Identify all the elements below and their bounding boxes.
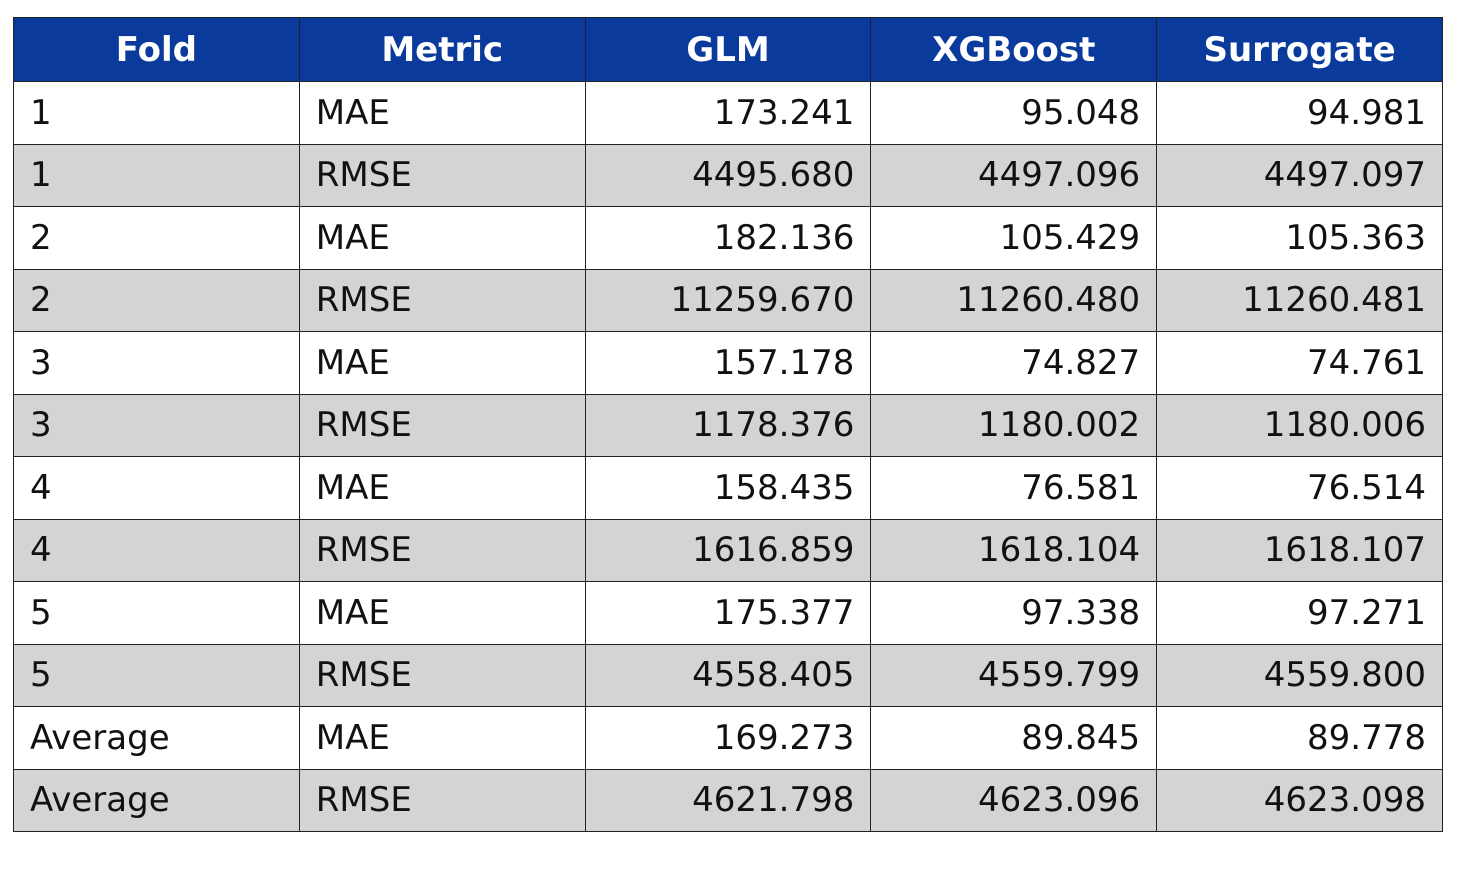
table-cell: 1 — [13, 143, 300, 207]
table-row: Average MAE 169.273 89.845 89.778 — [13, 706, 1443, 770]
table-cell: 1618.104 — [870, 518, 1158, 582]
table-cell: 4497.096 — [870, 143, 1158, 207]
table-cell: Average — [13, 768, 300, 832]
table-cell: 158.435 — [584, 456, 872, 520]
table-cell: 89.778 — [1156, 706, 1443, 770]
column-header: Fold — [13, 17, 300, 82]
table-cell: 2 — [13, 268, 300, 332]
table-cell: 1180.002 — [870, 393, 1158, 457]
table-cell: 11259.670 — [584, 268, 872, 332]
table-cell: 97.271 — [1156, 581, 1443, 645]
table-cell: 1180.006 — [1156, 393, 1443, 457]
table-cell: 4495.680 — [584, 143, 872, 207]
table-cell: MAE — [298, 456, 586, 520]
table-cell: 94.981 — [1156, 81, 1443, 145]
table-row: 5 MAE 175.377 97.338 97.271 — [13, 581, 1443, 645]
table-cell: RMSE — [298, 768, 586, 832]
table-cell: 169.273 — [584, 706, 872, 770]
column-header: GLM — [584, 17, 872, 82]
table-cell: 4623.098 — [1156, 768, 1443, 832]
table-cell: 3 — [13, 393, 300, 457]
table-cell: 11260.480 — [870, 268, 1158, 332]
table-cell: 173.241 — [584, 81, 872, 145]
table-cell: 4497.097 — [1156, 143, 1443, 207]
table-cell: 1618.107 — [1156, 518, 1443, 582]
table-cell: 4558.405 — [584, 643, 872, 707]
table-cell: MAE — [298, 706, 586, 770]
table-cell: 4559.800 — [1156, 643, 1443, 707]
table-cell: 4623.096 — [870, 768, 1158, 832]
table-cell: 97.338 — [870, 581, 1158, 645]
table-cell: MAE — [298, 331, 586, 395]
table-cell: MAE — [298, 206, 586, 270]
table-cell: 157.178 — [584, 331, 872, 395]
table-cell: 5 — [13, 643, 300, 707]
table-cell: 105.429 — [870, 206, 1158, 270]
table-cell: Average — [13, 706, 300, 770]
table-cell: 1616.859 — [584, 518, 872, 582]
table-body: 1 MAE 173.241 95.048 94.981 1 RMSE 4495.680 4497… — [13, 81, 1443, 832]
table-row: 3 MAE 157.178 74.827 74.761 — [13, 331, 1443, 395]
table-cell: 4 — [13, 518, 300, 582]
table-cell: 2 — [13, 206, 300, 270]
table-cell: MAE — [298, 581, 586, 645]
table-cell: 76.514 — [1156, 456, 1443, 520]
table-cell: 4621.798 — [584, 768, 872, 832]
table-cell: 89.845 — [870, 706, 1158, 770]
table-row: Average RMSE 4621.798 4623.096 4623.098 — [13, 768, 1443, 832]
table-row: 4 MAE 158.435 76.581 76.514 — [13, 456, 1443, 520]
table-cell: RMSE — [298, 643, 586, 707]
table-cell: 11260.481 — [1156, 268, 1443, 332]
table-cell: 74.827 — [870, 331, 1158, 395]
header-row: Fold Metric GLM XGBoost Surrogate — [13, 17, 1443, 82]
table-row: 2 MAE 182.136 105.429 105.363 — [13, 206, 1443, 270]
column-header: Surrogate — [1156, 17, 1443, 82]
table-cell: 1178.376 — [584, 393, 872, 457]
table-row: 2 RMSE 11259.670 11260.480 11260.481 — [13, 268, 1443, 332]
table-row: 3 RMSE 1178.376 1180.002 1180.006 — [13, 393, 1443, 457]
table-cell: 175.377 — [584, 581, 872, 645]
table-cell: 74.761 — [1156, 331, 1443, 395]
table-cell: 4 — [13, 456, 300, 520]
table-cell: 105.363 — [1156, 206, 1443, 270]
column-header: XGBoost — [870, 17, 1158, 82]
table-row: 5 RMSE 4558.405 4559.799 4559.800 — [13, 643, 1443, 707]
table-cell: 182.136 — [584, 206, 872, 270]
table-cell: MAE — [298, 81, 586, 145]
table-row: 4 RMSE 1616.859 1618.104 1618.107 — [13, 518, 1443, 582]
table-row: 1 MAE 173.241 95.048 94.981 — [13, 81, 1443, 145]
table-cell: 4559.799 — [870, 643, 1158, 707]
table-cell: 95.048 — [870, 81, 1158, 145]
table-cell: 5 — [13, 581, 300, 645]
table-cell: 3 — [13, 331, 300, 395]
table-cell: RMSE — [298, 393, 586, 457]
table-row: 1 RMSE 4495.680 4497.096 4497.097 — [13, 143, 1443, 207]
table-cell: RMSE — [298, 268, 586, 332]
table-cell: 1 — [13, 81, 300, 145]
table-cell: 76.581 — [870, 456, 1158, 520]
column-header: Metric — [298, 17, 586, 82]
results-table: Fold Metric GLM XGBoost Surrogate 1 MAE 173.24… — [13, 17, 1443, 832]
table-cell: RMSE — [298, 143, 586, 207]
table-cell: RMSE — [298, 518, 586, 582]
